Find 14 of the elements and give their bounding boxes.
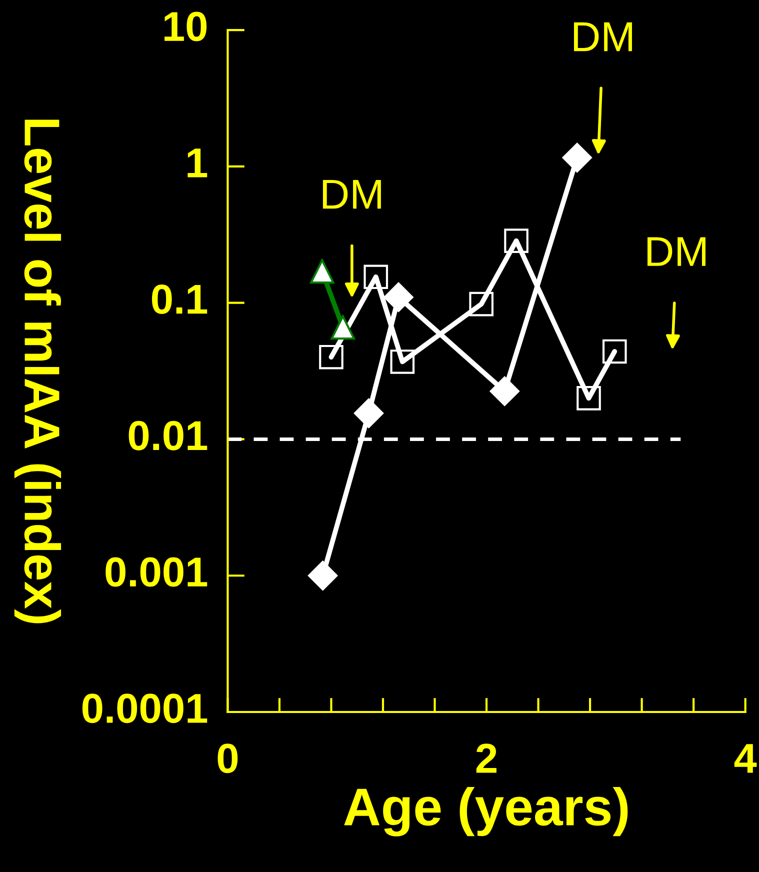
y-tick-label: 0.01 — [128, 420, 208, 450]
x-tick-label: 0 — [218, 744, 238, 774]
x-tick-label: 2 — [476, 744, 496, 773]
annotation: DM — [322, 180, 381, 209]
y-axis-title: Level of mIAA (index) — [14, 120, 62, 624]
y-tick-label: 0.0001 — [82, 694, 208, 724]
y-tick-label: 0.1 — [152, 284, 208, 314]
y-tick-label: 1 — [188, 148, 208, 178]
x-tick-label: 4 — [734, 744, 757, 773]
y-tick-label: 10 — [164, 12, 207, 42]
y-tick-label: 0.001 — [106, 557, 208, 587]
annotation: DM — [648, 237, 706, 266]
x-axis-title: Age (years) — [344, 786, 628, 836]
annotation: DM — [574, 22, 632, 52]
